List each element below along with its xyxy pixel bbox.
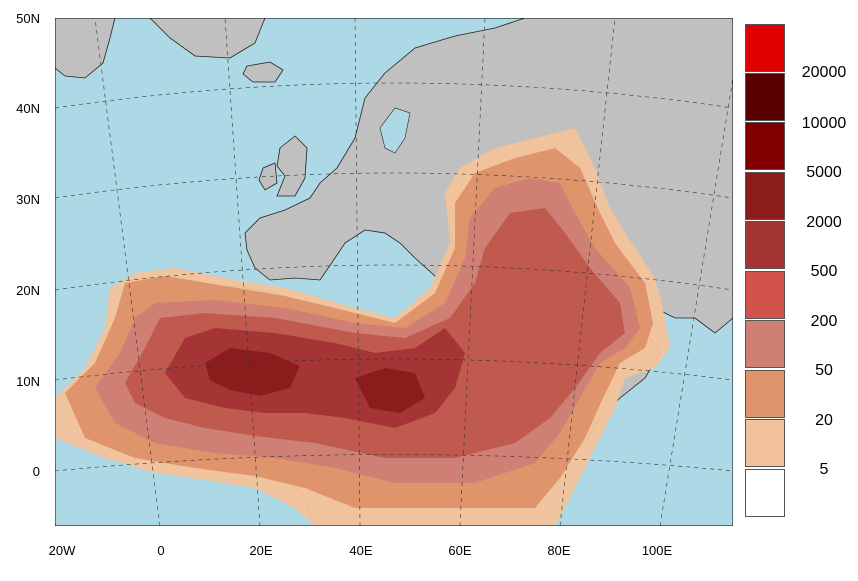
legend-label-10000: 10000 (801, 115, 847, 132)
legend-box-2 (745, 122, 785, 170)
lon-label-100e: 100E (641, 543, 673, 558)
legend-box-1 (745, 73, 785, 121)
dust-layer-2000-east (355, 368, 425, 413)
dust-layer-2000 (205, 348, 300, 396)
legend-box-7 (745, 370, 785, 418)
baltic-sea (379, 107, 411, 154)
legend-box-0 (745, 24, 785, 72)
lon-label-40e: 40E (349, 543, 373, 558)
lon-label-20e: 20E (249, 543, 273, 558)
graticule (55, 18, 733, 526)
legend-box-9 (745, 469, 785, 517)
legend-label-200: 200 (810, 313, 838, 330)
lat-label-10n: 10N (16, 374, 40, 389)
legend-label-5000: 5000 (806, 164, 842, 181)
legend-box-8 (745, 419, 785, 467)
greenland-east-landmass (149, 18, 266, 59)
lon-label-20w: 20W (48, 543, 76, 558)
lat-label-50n: 50N (16, 11, 40, 26)
map-canvas (55, 18, 733, 526)
lat-label-20n: 20N (16, 283, 40, 298)
legend-box-4 (745, 221, 785, 269)
legend-label-20: 20 (815, 412, 833, 429)
ireland-landmass (258, 162, 278, 191)
iceland-landmass (242, 61, 284, 83)
legend-box-6 (745, 320, 785, 368)
lat-label-40n: 40N (16, 101, 40, 116)
dust-concentration-map (55, 18, 733, 526)
britain-landmass (276, 135, 308, 197)
legend-label-20000: 20000 (801, 64, 847, 81)
legend-label-5: 5 (819, 461, 829, 478)
lon-label-0: 0 (157, 543, 165, 558)
legend-box-3 (745, 172, 785, 220)
lat-label-30n: 30N (16, 192, 40, 207)
legend-label-500: 500 (810, 263, 838, 280)
greenland-landmass (55, 18, 116, 79)
legend-box-5 (745, 271, 785, 319)
lon-label-80e: 80E (547, 543, 571, 558)
lon-label-60e: 60E (448, 543, 472, 558)
colorbar-legend (745, 24, 787, 519)
legend-label-2000: 2000 (806, 214, 842, 231)
legend-label-50: 50 (815, 362, 833, 379)
lat-label-0: 0 (32, 464, 40, 479)
